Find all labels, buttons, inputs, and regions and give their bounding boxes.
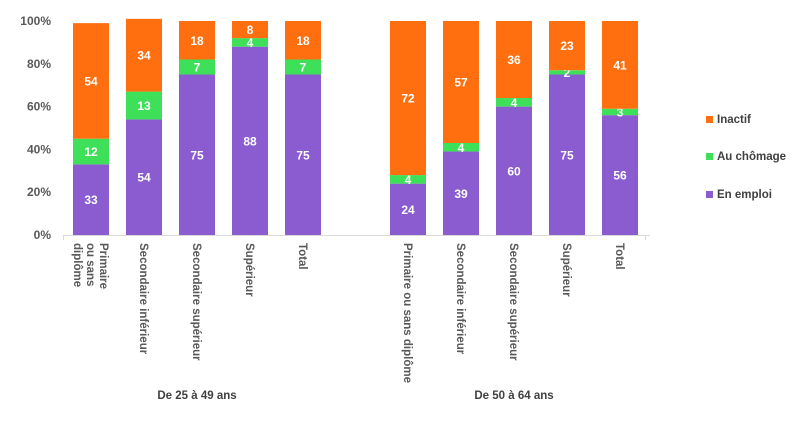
data-label: 60 (507, 164, 521, 178)
data-label: 7 (194, 61, 201, 75)
y-tick-label: 0% (34, 228, 52, 242)
group-label: De 50 à 64 ans (474, 390, 553, 402)
data-label: 24 (401, 203, 415, 217)
x-category-label: Supérieur (560, 243, 572, 297)
bar-segment-inactif (390, 21, 426, 176)
bar-segment-en-emploi (285, 74, 321, 235)
bar-segment-en-emploi (390, 183, 426, 235)
bar-segment-au-chomage (443, 142, 479, 152)
data-label: 4 (511, 96, 518, 110)
y-tick-label: 40% (27, 142, 51, 156)
data-label: 72 (401, 92, 415, 106)
bar-segment-inactif (285, 21, 321, 60)
x-category-label: Secondaire inférieur (454, 243, 466, 355)
legend-label: Au chômage (717, 151, 786, 163)
data-label: 33 (84, 193, 98, 207)
bar-segment-inactif (232, 21, 268, 39)
data-label: 18 (190, 34, 204, 48)
data-label: 2 (564, 66, 571, 80)
y-tick-label: 100% (20, 14, 51, 28)
data-label: 57 (454, 75, 468, 89)
bars: 3312545413347571888487571824472394576043… (73, 18, 638, 236)
data-label: 8 (247, 23, 254, 37)
bar-segment-au-chomage (232, 38, 268, 47)
x-category-label: Total (613, 243, 625, 270)
data-label: 18 (296, 34, 310, 48)
data-label: 54 (84, 74, 98, 88)
data-label: 54 (137, 171, 151, 185)
bar-segment-au-chomage (285, 59, 321, 75)
bar-segment-en-emploi (443, 151, 479, 235)
group-label: De 25 à 49 ans (157, 390, 236, 402)
bar-segment-inactif (73, 23, 109, 139)
bar-segment-inactif (443, 21, 479, 143)
x-category-label: Secondaire inférieur (137, 243, 149, 355)
data-label: 7 (300, 61, 307, 75)
data-label: 41 (613, 58, 627, 72)
bar-segment-en-emploi (496, 106, 532, 235)
x-category-label: Primaire ou sans diplôme (401, 243, 413, 383)
data-label: 75 (560, 148, 574, 162)
bar-segment-inactif (496, 21, 532, 99)
data-label: 3 (617, 105, 624, 119)
bar-segment-inactif (179, 21, 215, 60)
data-label: 4 (247, 36, 254, 50)
data-label: 34 (137, 49, 151, 63)
legend-swatch-inactif (706, 116, 713, 123)
bar-segment-inactif (549, 21, 585, 71)
data-label: 39 (454, 187, 468, 201)
bar-segment-en-emploi (126, 119, 162, 235)
legend-swatch-en-emploi (706, 191, 713, 198)
x-category-label: Secondaire supérieur (507, 243, 519, 361)
bar-segment-en-emploi (73, 164, 109, 235)
data-label: 12 (84, 145, 98, 159)
data-label: 4 (458, 141, 465, 155)
x-category-label: Secondaire supérieur (190, 243, 202, 361)
legend-swatch-au-chomage (706, 153, 713, 160)
x-category-label: Primaireou sansdiplôme (71, 243, 109, 289)
legend: Inactif Au chômage En emploi (706, 114, 786, 201)
bar-segment-au-chomage (179, 59, 215, 75)
data-label: 4 (405, 173, 412, 187)
bar-segment-au-chomage (602, 108, 638, 116)
legend-label: En emploi (717, 189, 772, 201)
bar-segment-en-emploi (549, 74, 585, 235)
y-tick-label: 60% (27, 100, 51, 114)
x-category-label: Supérieur (243, 243, 255, 297)
bar-segment-au-chomage (549, 70, 585, 75)
data-label: 13 (137, 99, 151, 113)
y-axis: 0% 20% 40% 60% 80% 100% (20, 14, 51, 242)
bar-segment-en-emploi (602, 115, 638, 235)
data-label: 23 (560, 39, 574, 53)
bar-segment-en-emploi (179, 74, 215, 235)
bar-segment-au-chomage (73, 138, 109, 165)
x-category-label: Total (296, 243, 308, 270)
data-label: 75 (190, 148, 204, 162)
data-label: 56 (613, 169, 627, 183)
x-axis: Primaireou sansdiplôme Secondaire inférie… (63, 235, 650, 402)
bar-segment-inactif (126, 18, 162, 92)
y-tick-label: 80% (27, 57, 51, 71)
bar-segment-au-chomage (390, 175, 426, 184)
bar-segment-au-chomage (126, 91, 162, 120)
y-tick-label: 20% (27, 185, 51, 199)
bar-segment-au-chomage (496, 98, 532, 107)
bar-segment-en-emploi (232, 46, 268, 236)
legend-label: Inactif (717, 114, 751, 126)
data-label: 88 (243, 134, 257, 148)
data-label: 75 (296, 148, 310, 162)
data-label: 36 (507, 53, 521, 67)
bar-segment-inactif (602, 21, 638, 109)
